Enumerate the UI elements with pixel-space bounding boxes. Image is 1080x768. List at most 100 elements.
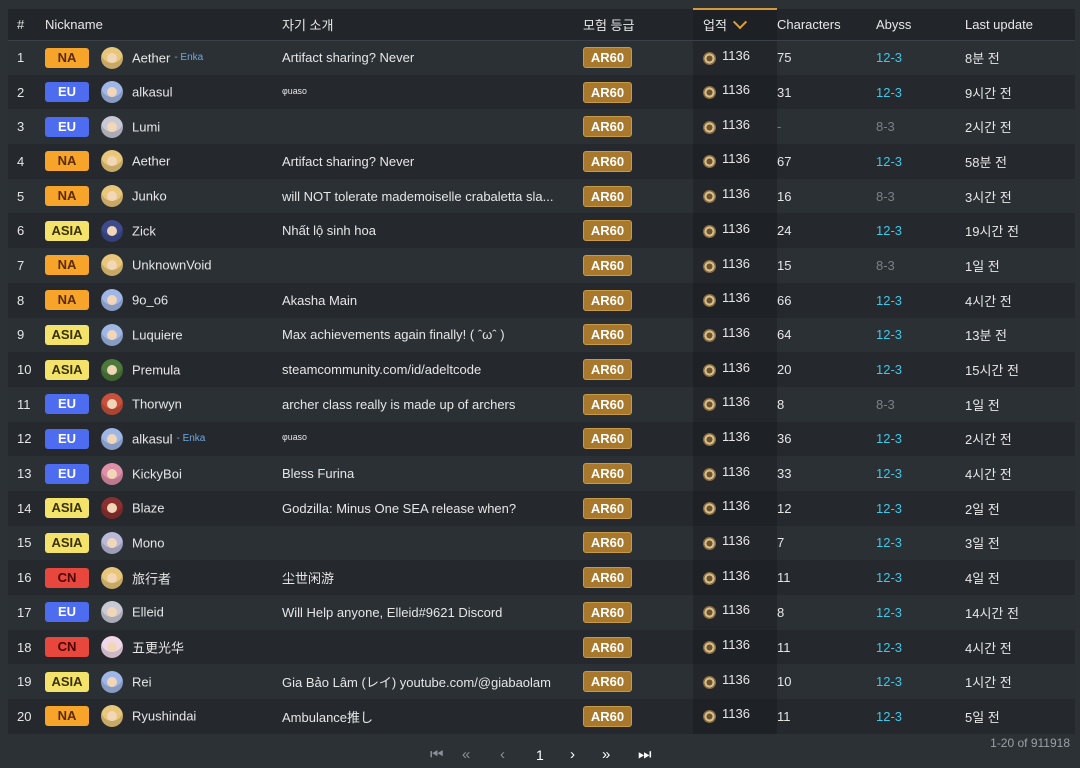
player-nickname[interactable]: Aether xyxy=(132,50,171,66)
abyss-progress[interactable]: 12-3 xyxy=(876,327,903,343)
player-nickname[interactable]: Thorwyn xyxy=(132,396,182,412)
table-row[interactable]: 2 EU alkasul ᵠᵘᵃˢᵒ AR60 1136 31 12-3 9시간 전 xyxy=(8,74,1075,110)
abyss-progress[interactable]: 8-3 xyxy=(876,257,895,273)
player-cell[interactable]: ASIA Rei xyxy=(45,664,282,699)
header-abyss[interactable]: Abyss xyxy=(876,9,965,41)
table-row[interactable]: 10 ASIA Premula steamcommunity.com/id/adelt… xyxy=(8,352,1075,387)
player-cell[interactable]: EU KickyBoi xyxy=(45,456,282,491)
player-cell[interactable]: EU Elleid xyxy=(45,595,282,630)
table-row[interactable]: 12 EU alkasul - Enka ᵠᵘᵃˢᵒ AR60 1136 36 12-3 2시간 … xyxy=(8,421,1075,457)
player-cell[interactable]: ASIA Mono xyxy=(45,526,282,561)
table-row[interactable]: 5 NA Junko will NOT tolerate mademoiselle c… xyxy=(8,178,1075,214)
player-cell[interactable]: NA 9o_o6 xyxy=(45,283,282,318)
abyss-progress[interactable]: 12-3 xyxy=(876,535,903,551)
player-cell[interactable]: ASIA Luquiere xyxy=(45,318,282,353)
player-nickname[interactable]: Ryushindai xyxy=(132,708,197,724)
player-nickname[interactable]: Junko xyxy=(132,188,167,204)
region-badge: NA xyxy=(45,706,89,727)
abyss-progress[interactable]: 12-3 xyxy=(876,223,903,239)
achievements-cell: 1136 xyxy=(693,282,777,318)
player-cell[interactable]: ASIA Premula xyxy=(45,352,282,387)
header-achievements[interactable]: 업적 xyxy=(693,8,777,41)
header-rank-number[interactable]: # xyxy=(8,9,45,41)
table-row[interactable]: 3 EU Lumi AR60 1136 - 8-3 2시간 전 xyxy=(8,109,1075,145)
current-page[interactable]: 1 xyxy=(536,747,544,763)
abyss-progress[interactable]: 12-3 xyxy=(876,639,903,655)
player-nickname[interactable]: 旅行者 xyxy=(132,571,172,587)
table-row[interactable]: 7 NA UnknownVoid AR60 1136 15 8-3 1일 전 xyxy=(8,248,1075,283)
player-nickname[interactable]: alkasul xyxy=(132,431,173,447)
table-row[interactable]: 13 EU KickyBoi Bless Furina AR60 1136 33 12-3 4시… xyxy=(8,456,1075,491)
player-nickname[interactable]: Rei xyxy=(132,674,152,690)
table-row[interactable]: 4 NA Aether Artifact sharing? Never AR60 1136… xyxy=(8,144,1075,179)
player-cell[interactable]: NA Junko xyxy=(45,179,282,214)
player-cell[interactable]: EU alkasul xyxy=(45,75,282,110)
header-last-update[interactable]: Last update xyxy=(965,9,1075,41)
player-nickname[interactable]: 9o_o6 xyxy=(132,292,169,308)
abyss-progress[interactable]: 12-3 xyxy=(876,84,903,100)
enka-link[interactable]: - Enka xyxy=(176,433,206,445)
player-cell[interactable]: NA Aether - Enka xyxy=(45,40,282,75)
player-nickname[interactable]: KickyBoi xyxy=(132,466,182,482)
player-cell[interactable]: EU Lumi xyxy=(45,109,282,144)
chevron-left-icon[interactable]: ‹ xyxy=(500,746,505,763)
abyss-progress[interactable]: 8-3 xyxy=(876,119,895,135)
abyss-progress[interactable]: 12-3 xyxy=(876,604,903,620)
player-cell[interactable]: EU alkasul - Enka xyxy=(45,422,282,457)
table-row[interactable]: 20 NA Ryushindai Ambulance推し AR60 1136 11 12-3 5… xyxy=(8,699,1075,734)
abyss-progress[interactable]: 12-3 xyxy=(876,500,903,516)
abyss-progress[interactable]: 12-3 xyxy=(876,674,903,690)
table-row[interactable]: 1 NA Aether - Enka Artifact sharing? Never AR… xyxy=(8,40,1075,75)
player-nickname[interactable]: Aether xyxy=(132,153,171,169)
abyss-progress[interactable]: 12-3 xyxy=(876,708,903,724)
player-cell[interactable]: EU Thorwyn xyxy=(45,387,282,422)
player-cell[interactable]: ASIA Blaze xyxy=(45,491,282,526)
table-row[interactable]: 17 EU Elleid Will Help anyone, Elleid#9621 … xyxy=(8,595,1075,630)
player-nickname[interactable]: Mono xyxy=(132,535,165,551)
player-nickname[interactable]: Blaze xyxy=(132,500,165,516)
table-row[interactable]: 6 ASIA Zick Nhất lộ sinh hoa AR60 1136 24 12-3 1… xyxy=(8,213,1075,249)
header-characters[interactable]: Characters xyxy=(777,9,876,41)
abyss-progress[interactable]: 12-3 xyxy=(876,292,903,308)
table-row[interactable]: 9 ASIA Luquiere Max achievements again fina… xyxy=(8,317,1075,353)
player-nickname[interactable]: Elleid xyxy=(132,604,164,620)
player-nickname[interactable]: Lumi xyxy=(132,119,161,135)
table-row[interactable]: 8 NA 9o_o6 Akasha Main AR60 1136 66 12-3 4시간 전 xyxy=(8,282,1075,318)
player-nickname[interactable]: Premula xyxy=(132,362,181,378)
table-row[interactable]: 15 ASIA Mono AR60 1136 7 12-3 3일 전 xyxy=(8,525,1075,561)
table-row[interactable]: 16 CN 旅行者 尘世闲游 AR60 1136 11 12-3 4일 전 xyxy=(8,560,1075,595)
player-cell[interactable]: NA UnknownVoid xyxy=(45,248,282,283)
player-nickname[interactable]: 五更光华 xyxy=(132,640,185,656)
double-chevron-left-icon[interactable]: « xyxy=(462,746,471,763)
player-cell[interactable]: NA Ryushindai xyxy=(45,699,282,734)
player-nickname[interactable]: Zick xyxy=(132,223,156,239)
header-adventure-rank[interactable]: 모험 등급 xyxy=(583,9,693,41)
table-row[interactable]: 14 ASIA Blaze Godzilla: Minus One SEA relea… xyxy=(8,490,1075,526)
player-cell[interactable]: CN 旅行者 xyxy=(45,560,282,595)
player-cell[interactable]: NA Aether xyxy=(45,144,282,179)
table-row[interactable]: 19 ASIA Rei Gia Bảo Lâm (レイ) youtube.com/@g… xyxy=(8,664,1075,700)
table-row[interactable]: 18 CN 五更光华 AR60 1136 11 12-3 4시간 전 xyxy=(8,629,1075,665)
first-page-icon[interactable]: ⏮ xyxy=(430,746,444,763)
player-cell[interactable]: CN 五更光华 xyxy=(45,630,282,665)
abyss-progress[interactable]: 12-3 xyxy=(876,466,903,482)
double-chevron-right-icon[interactable]: » xyxy=(602,746,611,763)
last-page-icon[interactable]: ⏭ xyxy=(638,746,652,763)
player-nickname[interactable]: alkasul xyxy=(132,84,173,100)
abyss-progress[interactable]: 12-3 xyxy=(876,431,903,447)
abyss-progress[interactable]: 12-3 xyxy=(876,362,903,378)
abyss-progress[interactable]: 8-3 xyxy=(876,396,895,412)
adventure-rank-badge: AR60 xyxy=(583,567,632,589)
header-nickname[interactable]: Nickname xyxy=(45,9,282,41)
table-row[interactable]: 11 EU Thorwyn archer class really is made u… xyxy=(8,386,1075,422)
player-nickname[interactable]: UnknownVoid xyxy=(132,257,212,273)
player-cell[interactable]: ASIA Zick xyxy=(45,213,282,248)
chevron-right-icon[interactable]: › xyxy=(570,746,575,763)
abyss-progress[interactable]: 12-3 xyxy=(876,50,903,66)
abyss-progress[interactable]: 12-3 xyxy=(876,570,903,586)
header-intro[interactable]: 자기 소개 xyxy=(282,9,583,41)
abyss-progress[interactable]: 8-3 xyxy=(876,188,895,204)
abyss-progress[interactable]: 12-3 xyxy=(876,153,903,169)
player-nickname[interactable]: Luquiere xyxy=(132,327,183,343)
enka-link[interactable]: - Enka xyxy=(174,52,204,64)
